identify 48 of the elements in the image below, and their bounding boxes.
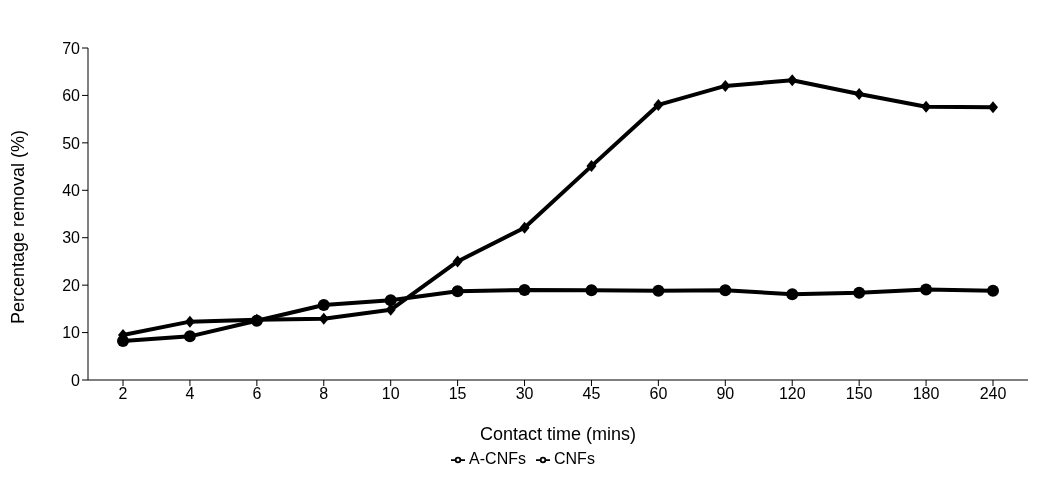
y-tick-label: 60 — [62, 87, 81, 105]
point — [719, 284, 732, 297]
point — [451, 285, 464, 298]
x-tick-label: 120 — [778, 385, 806, 403]
y-tick-label: 0 — [71, 371, 81, 389]
point — [452, 255, 463, 268]
y-tick-label: 50 — [62, 134, 81, 152]
x-axis-title: Contact time (mins) — [479, 424, 637, 444]
point — [585, 284, 598, 297]
legend-label: CNFs — [554, 450, 595, 467]
point — [117, 335, 129, 348]
point — [184, 315, 195, 328]
x-tick-label: 45 — [582, 385, 601, 403]
point — [586, 160, 597, 173]
x-tick-label: 10 — [381, 385, 400, 403]
x-tick-label: 60 — [649, 385, 668, 403]
y-tick-label: 20 — [62, 276, 81, 294]
legend-label: A-CNFs — [469, 450, 526, 467]
y-tick-label: 70 — [62, 39, 81, 57]
x-tick-label: 150 — [845, 385, 873, 403]
x-tick-label: 30 — [515, 385, 534, 403]
point — [183, 330, 196, 343]
x-tick-label: 180 — [912, 385, 940, 403]
point — [786, 288, 799, 301]
point — [384, 294, 397, 307]
x-tick-label: 2 — [118, 385, 128, 403]
point — [519, 221, 530, 234]
point — [518, 283, 531, 296]
y-tick-label: 40 — [62, 181, 81, 199]
x-tick-label: 90 — [716, 385, 735, 403]
x-tick-label: 4 — [185, 385, 195, 403]
x-tick-label: 6 — [252, 385, 262, 403]
point — [853, 286, 866, 299]
point — [787, 74, 798, 87]
point — [988, 101, 998, 114]
point — [653, 98, 664, 111]
y-axis-title: Percentage removal (%) — [8, 129, 29, 324]
x-tick-label: 8 — [319, 385, 329, 403]
point — [720, 79, 731, 92]
x-tick-label: 240 — [979, 385, 1007, 403]
x-tick-label: 15 — [448, 385, 467, 403]
y-tick-label: 30 — [62, 229, 81, 247]
point — [854, 88, 865, 101]
point — [652, 284, 665, 297]
point — [987, 284, 999, 297]
point — [317, 299, 330, 312]
point — [920, 283, 933, 296]
y-tick-label: 10 — [62, 324, 81, 342]
